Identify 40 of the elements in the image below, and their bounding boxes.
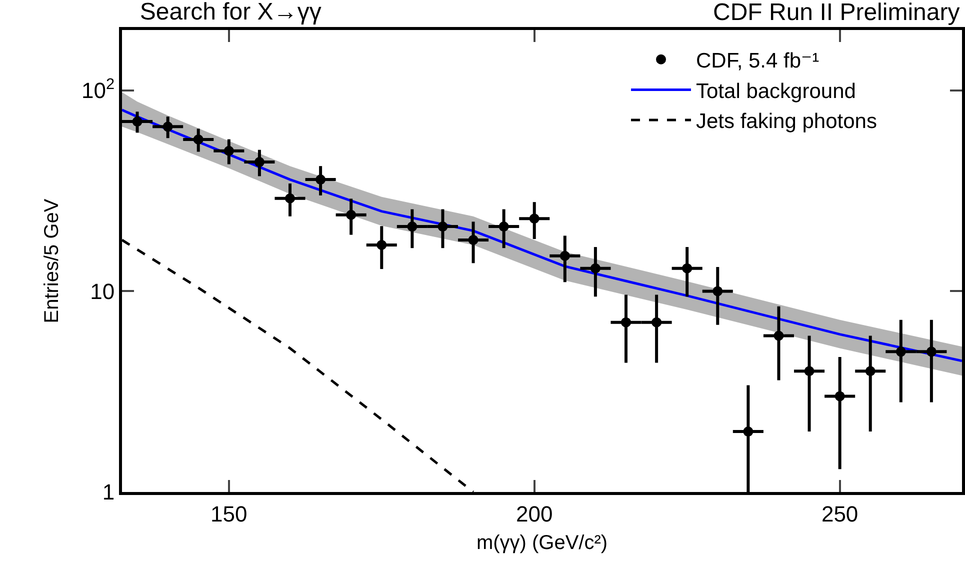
y-tick-label: 10$^{2}$ xyxy=(82,76,115,104)
point xyxy=(590,263,600,274)
chart-title: Search for X→γγ xyxy=(140,0,322,26)
point xyxy=(346,210,356,220)
point xyxy=(468,234,478,245)
legend-label: Jets faking photons xyxy=(696,110,877,134)
y-tick-label: 10 xyxy=(90,278,115,304)
point xyxy=(224,146,234,156)
text: CDF Run II Preliminary xyxy=(713,0,960,26)
point xyxy=(376,240,387,250)
legend-label: Total background xyxy=(696,80,856,103)
x-axis-title: m(γγ) (GeV/c²) xyxy=(476,532,608,554)
x-tick-label: 200 xyxy=(516,501,553,526)
point xyxy=(132,116,142,127)
point xyxy=(896,346,906,357)
x-tick-label: 150 xyxy=(210,501,248,526)
point xyxy=(834,391,845,402)
point xyxy=(774,330,784,341)
point xyxy=(407,222,418,232)
point xyxy=(285,193,295,204)
point xyxy=(652,317,662,328)
point xyxy=(162,122,173,132)
point xyxy=(498,222,509,232)
point xyxy=(621,317,631,328)
legend-label: CDF, 5.4 fb⁻¹ xyxy=(696,50,820,73)
point xyxy=(316,174,326,185)
point xyxy=(865,366,876,376)
point xyxy=(926,346,936,357)
point xyxy=(804,366,814,376)
point xyxy=(254,157,264,168)
point xyxy=(682,263,692,274)
point xyxy=(193,134,204,144)
point xyxy=(438,222,448,232)
point xyxy=(712,286,723,296)
point xyxy=(743,426,754,437)
x-tick-label: 250 xyxy=(821,501,858,526)
y-axis-title: Entries/5 GeV xyxy=(41,198,64,324)
y-tick-label: 1 xyxy=(102,480,115,505)
point xyxy=(529,214,540,224)
point xyxy=(560,250,570,261)
